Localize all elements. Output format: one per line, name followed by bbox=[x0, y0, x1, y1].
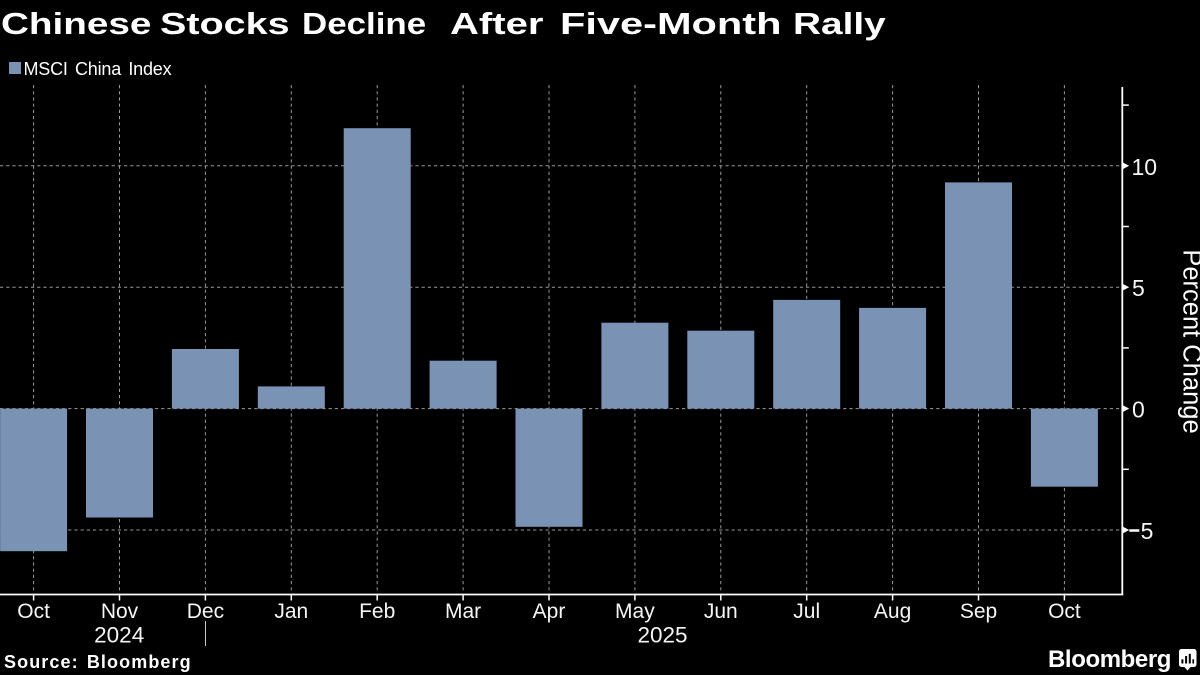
svg-text:Sep: Sep bbox=[960, 600, 997, 623]
svg-text:2024: 2024 bbox=[94, 623, 144, 648]
svg-text:Oct: Oct bbox=[1048, 600, 1081, 623]
svg-text:Apr: Apr bbox=[533, 600, 566, 623]
svg-text:5: 5 bbox=[1141, 518, 1154, 544]
svg-text:10: 10 bbox=[1132, 154, 1158, 180]
svg-text:0: 0 bbox=[1132, 397, 1145, 423]
svg-text:Jan: Jan bbox=[274, 600, 308, 623]
svg-text:Nov: Nov bbox=[101, 600, 139, 623]
svg-text:Percent Change: Percent Change bbox=[1178, 249, 1200, 433]
svg-text:Dec: Dec bbox=[187, 600, 224, 623]
svg-text:2025: 2025 bbox=[637, 623, 687, 648]
svg-text:5: 5 bbox=[1132, 275, 1145, 301]
svg-text:Jul: Jul bbox=[793, 600, 820, 623]
svg-text:Mar: Mar bbox=[445, 600, 481, 623]
svg-text:Aug: Aug bbox=[874, 600, 911, 623]
svg-text:Feb: Feb bbox=[359, 600, 395, 623]
svg-text:Jun: Jun bbox=[704, 600, 738, 623]
svg-text:Oct: Oct bbox=[17, 600, 50, 623]
svg-text:May: May bbox=[615, 600, 655, 623]
